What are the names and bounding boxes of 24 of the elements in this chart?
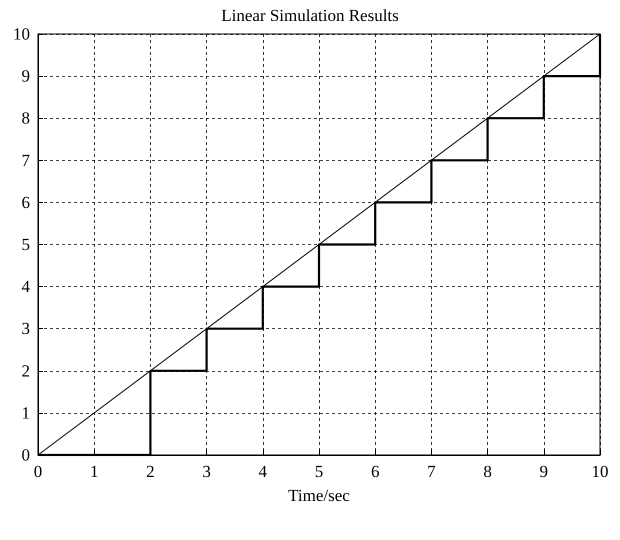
y-tick-label: 3: [22, 319, 30, 338]
x-tick-label: 8: [483, 462, 492, 481]
x-tick-label: 7: [427, 462, 436, 481]
x-tick-label: 10: [592, 462, 608, 481]
x-tick-label: 1: [90, 462, 98, 481]
x-tick-label: 5: [314, 462, 324, 481]
x-axis-title: Time/sec: [288, 486, 350, 505]
y-tick-label: 2: [22, 361, 30, 380]
x-tick-label: 6: [370, 462, 380, 481]
y-tick-label: 6: [22, 192, 30, 212]
y-tick-label: 0: [22, 446, 30, 464]
y-tick-label: 4: [22, 277, 30, 296]
chart-title: Linear Simulation Results: [221, 6, 399, 25]
y-tick-label: 8: [22, 108, 30, 128]
y-tick-label: 5: [22, 235, 30, 254]
x-tick-label: 3: [202, 462, 211, 481]
x-tick-label: 0: [34, 462, 42, 481]
y-tick-label: 10: [13, 24, 30, 44]
x-tick-label: 2: [146, 462, 155, 481]
y-tick-label: 1: [22, 403, 30, 422]
y-tick-label: 9: [22, 66, 30, 86]
x-tick-label: 4: [258, 462, 268, 481]
x-tick-label: 9: [540, 462, 548, 481]
y-tick-label: 7: [22, 150, 30, 170]
